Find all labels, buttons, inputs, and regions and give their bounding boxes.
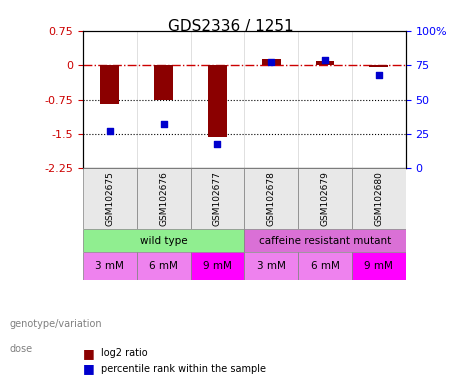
- Bar: [316, 61, 334, 65]
- Text: percentile rank within the sample: percentile rank within the sample: [101, 364, 266, 374]
- Text: ■: ■: [83, 347, 95, 360]
- Bar: [100, 65, 119, 104]
- FancyBboxPatch shape: [244, 252, 298, 280]
- Point: [267, 59, 275, 65]
- FancyBboxPatch shape: [190, 169, 244, 229]
- Text: 3 mM: 3 mM: [95, 262, 124, 271]
- Text: GSM102679: GSM102679: [320, 171, 330, 226]
- Text: 9 mM: 9 mM: [203, 262, 232, 271]
- FancyBboxPatch shape: [83, 169, 137, 229]
- FancyBboxPatch shape: [244, 169, 298, 229]
- Text: 3 mM: 3 mM: [257, 262, 286, 271]
- FancyBboxPatch shape: [137, 169, 190, 229]
- FancyBboxPatch shape: [244, 229, 406, 252]
- FancyBboxPatch shape: [298, 169, 352, 229]
- Text: 6 mM: 6 mM: [149, 262, 178, 271]
- Text: 9 mM: 9 mM: [364, 262, 393, 271]
- Text: GSM102678: GSM102678: [267, 171, 276, 226]
- Text: dose: dose: [9, 344, 32, 354]
- Text: ■: ■: [83, 362, 95, 375]
- Text: wild type: wild type: [140, 235, 188, 245]
- FancyBboxPatch shape: [83, 229, 244, 252]
- FancyBboxPatch shape: [83, 252, 137, 280]
- Text: 6 mM: 6 mM: [311, 262, 339, 271]
- Text: GSM102675: GSM102675: [106, 171, 114, 226]
- Bar: [154, 65, 173, 99]
- FancyBboxPatch shape: [298, 252, 352, 280]
- Bar: [208, 65, 227, 137]
- Point: [375, 72, 383, 78]
- Point: [321, 56, 329, 63]
- Text: GSM102676: GSM102676: [159, 171, 168, 226]
- Text: GSM102680: GSM102680: [374, 171, 383, 226]
- Bar: [262, 59, 281, 65]
- Text: GDS2336 / 1251: GDS2336 / 1251: [168, 19, 293, 34]
- Bar: [369, 65, 388, 68]
- Text: GSM102677: GSM102677: [213, 171, 222, 226]
- Text: caffeine resistant mutant: caffeine resistant mutant: [259, 235, 391, 245]
- Point: [160, 121, 167, 127]
- Point: [214, 141, 221, 147]
- FancyBboxPatch shape: [190, 252, 244, 280]
- FancyBboxPatch shape: [137, 252, 190, 280]
- Text: log2 ratio: log2 ratio: [101, 348, 148, 358]
- Point: [106, 128, 113, 134]
- FancyBboxPatch shape: [352, 252, 406, 280]
- FancyBboxPatch shape: [352, 169, 406, 229]
- Text: genotype/variation: genotype/variation: [9, 319, 102, 329]
